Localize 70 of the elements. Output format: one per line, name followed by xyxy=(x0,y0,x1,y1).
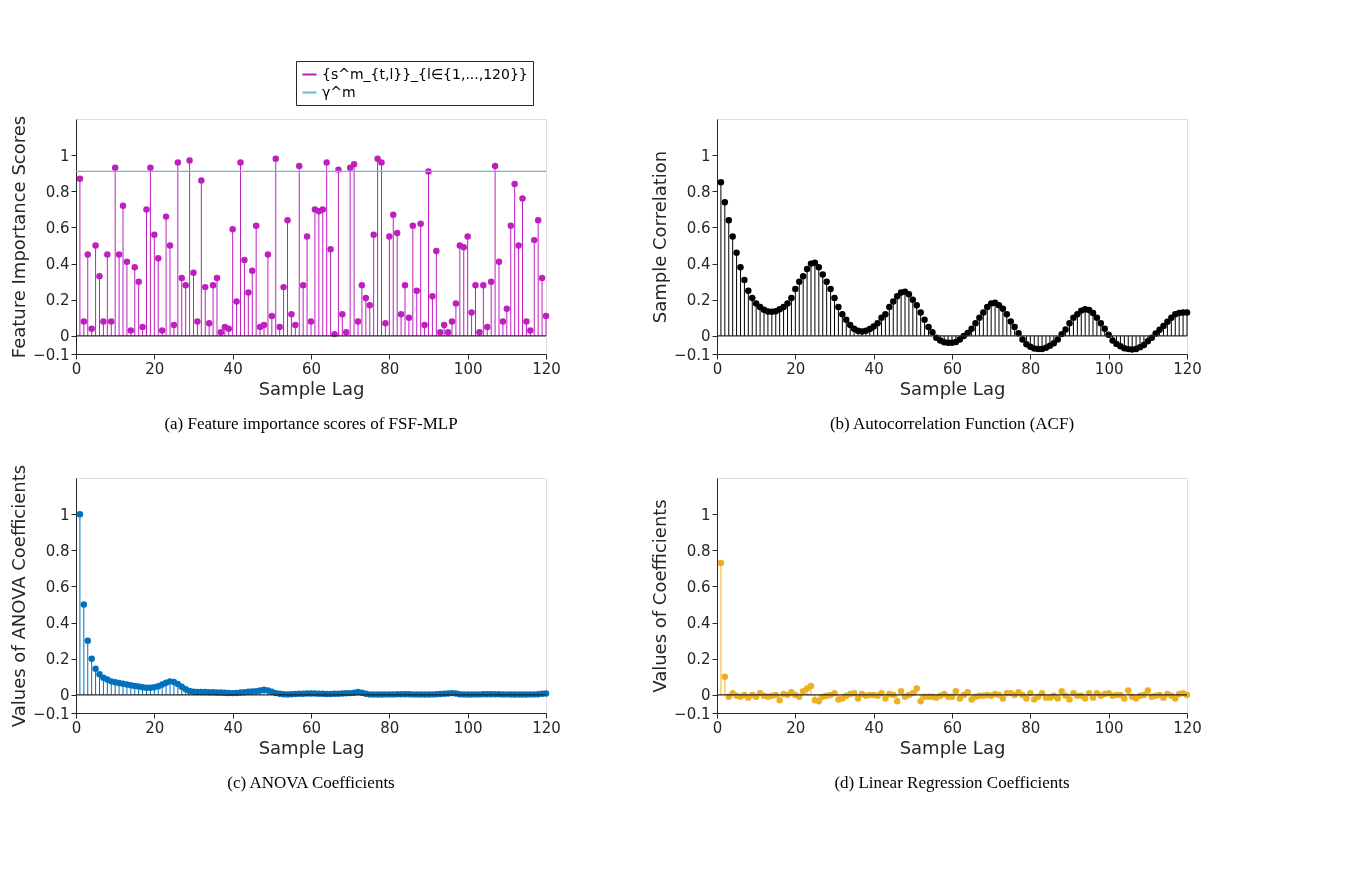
y-axis-title: Feature Importance Scores xyxy=(8,115,30,359)
y-tick-label: 1 xyxy=(700,146,711,165)
x-tick-label: 40 xyxy=(223,718,243,737)
y-tick-label: 0.2 xyxy=(45,650,70,669)
x-tick-label: 20 xyxy=(145,359,165,378)
y-tick-label: 0 xyxy=(700,327,711,346)
x-tick-label: 40 xyxy=(864,718,884,737)
y-tick-label: 0.6 xyxy=(686,577,711,596)
x-tick-label: 60 xyxy=(942,359,963,378)
x-tick-label: 60 xyxy=(301,718,322,737)
x-tick-label: 120 xyxy=(1173,718,1202,737)
x-tick-label: 120 xyxy=(532,718,561,737)
y-tick-label: −0.1 xyxy=(33,704,70,723)
x-axis-title: Sample Lag xyxy=(258,736,365,758)
y-axis-title: Sample Correlation xyxy=(649,150,671,324)
x-axis-title: Sample Lag xyxy=(258,377,365,399)
x-axis-title: Sample Lag xyxy=(899,736,1006,758)
legend-label: {s^m_{t,l}}_{l∈{1,...,120}} xyxy=(322,65,528,82)
x-tick-label: 100 xyxy=(453,718,483,737)
x-tick-label: 20 xyxy=(786,359,806,378)
y-tick-label: 0.8 xyxy=(686,182,711,201)
y-tick-label: 0 xyxy=(59,686,70,705)
x-tick-label: 80 xyxy=(380,359,400,378)
x-tick-label: 20 xyxy=(786,718,806,737)
y-tick-label: 0.4 xyxy=(686,255,711,274)
x-tick-label: 60 xyxy=(942,718,963,737)
x-tick-label: 100 xyxy=(1094,359,1124,378)
x-tick-label: 20 xyxy=(145,718,165,737)
x-tick-label: 60 xyxy=(301,359,322,378)
y-tick-label: 0.6 xyxy=(45,577,70,596)
y-tick-label: 0.4 xyxy=(45,255,70,274)
y-tick-label: 1 xyxy=(700,505,711,524)
y-tick-label: 0 xyxy=(59,327,70,346)
text: (c) ANOVA Coefficients xyxy=(227,773,395,792)
y-tick-label: 0.4 xyxy=(45,614,70,633)
x-tick-label: 80 xyxy=(1021,359,1041,378)
y-axis-title: Values of Coefficients xyxy=(649,499,671,693)
y-tick-label: 0.6 xyxy=(686,218,711,237)
text: (d) Linear Regression Coefficients xyxy=(834,773,1070,792)
x-tick-label: 0 xyxy=(71,718,82,737)
x-tick-label: 120 xyxy=(1173,359,1202,378)
x-axis-title: Sample Lag xyxy=(899,377,1006,399)
y-axis-title: Values of ANOVA Coefficients xyxy=(8,464,30,728)
x-tick-label: 0 xyxy=(71,359,82,378)
x-tick-label: 40 xyxy=(864,359,884,378)
text: (b) Autocorrelation Function (ACF) xyxy=(829,414,1075,433)
x-tick-label: 0 xyxy=(712,359,723,378)
y-tick-label: 0.6 xyxy=(45,218,70,237)
x-tick-label: 80 xyxy=(380,718,400,737)
y-tick-label: 1 xyxy=(59,146,70,165)
y-tick-label: 0.8 xyxy=(45,182,70,201)
legend-label: γ^m xyxy=(322,83,356,100)
x-tick-label: 40 xyxy=(223,359,243,378)
y-tick-label: 1 xyxy=(59,505,70,524)
y-tick-label: 0.4 xyxy=(686,614,711,633)
x-tick-label: 100 xyxy=(1094,718,1124,737)
y-tick-label: −0.1 xyxy=(674,704,711,723)
y-tick-label: 0.2 xyxy=(686,650,711,669)
y-tick-label: −0.1 xyxy=(674,345,711,364)
y-tick-label: 0.2 xyxy=(686,291,711,310)
text: (a) Feature importance scores of FSF-MLP xyxy=(164,414,458,433)
y-tick-label: 0.8 xyxy=(45,541,70,560)
x-tick-label: 80 xyxy=(1021,718,1041,737)
x-tick-label: 120 xyxy=(532,359,561,378)
y-tick-label: 0.8 xyxy=(686,541,711,560)
x-tick-label: 100 xyxy=(453,359,483,378)
x-tick-label: 0 xyxy=(712,718,723,737)
y-tick-label: 0.2 xyxy=(45,291,70,310)
y-tick-label: −0.1 xyxy=(33,345,70,364)
y-tick-label: 0 xyxy=(700,686,711,705)
